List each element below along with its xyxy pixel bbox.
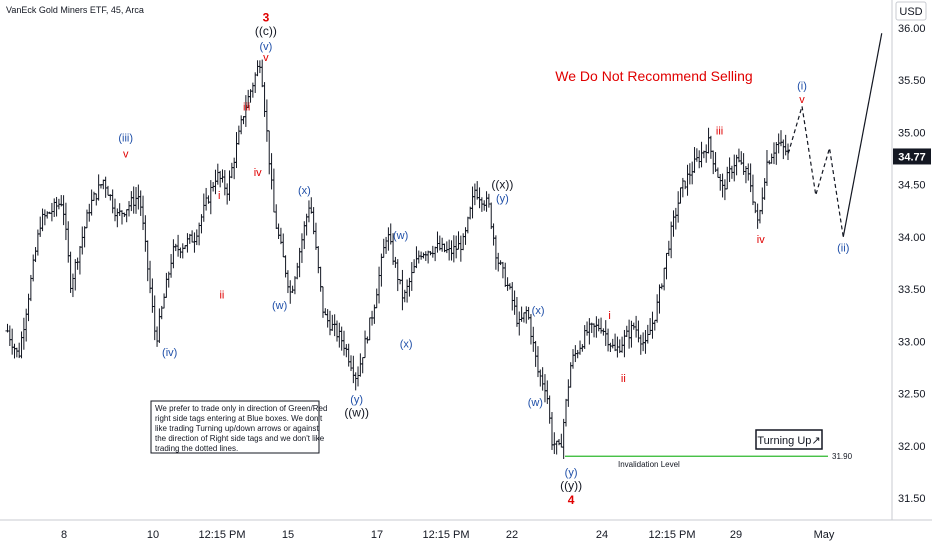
invalidation-level: Invalidation Level 31.90 xyxy=(565,452,853,469)
wave-label: (x) xyxy=(532,305,545,317)
wave-label: (y) xyxy=(565,467,578,479)
x-tick-label: 12:15 PM xyxy=(648,529,695,541)
x-tick-labels: 8 10 12:15 PM 15 17 12:15 PM 22 24 12:15 PM 29 May xyxy=(61,529,835,541)
wave-label: (x) xyxy=(400,338,413,350)
projection-solid-path xyxy=(842,33,883,238)
turning-up-frame xyxy=(755,429,823,450)
y-tick-label: 31.50 xyxy=(898,493,926,505)
note-line-2: right side tags entering at Blue boxes. … xyxy=(155,414,323,423)
wave-label: iv xyxy=(757,234,765,246)
wave-label: (w) xyxy=(393,230,408,242)
wave-label: (y) xyxy=(350,394,363,406)
wave-label: (i) xyxy=(797,80,807,92)
x-tick-label: 22 xyxy=(506,529,518,541)
x-tick-label: 12:15 PM xyxy=(198,529,245,541)
x-tick-label: 15 xyxy=(282,529,294,541)
wave-label: v xyxy=(263,52,269,64)
note-line-3: like trading Turning up/down arrows or a… xyxy=(155,424,319,433)
wave-label: 3 xyxy=(263,11,270,25)
price-bars xyxy=(5,59,791,459)
wave-label: iv xyxy=(254,167,262,179)
wave-label: (iv) xyxy=(162,347,177,359)
wave-label: i xyxy=(608,310,610,322)
y-tick-label: 33.00 xyxy=(898,336,926,348)
wave-label: i xyxy=(218,190,220,202)
currency-label: USD xyxy=(899,6,922,18)
wave-label: 4 xyxy=(568,493,575,507)
wave-label: ii xyxy=(621,373,626,385)
x-tick-label: 17 xyxy=(371,529,383,541)
wave-label: (v) xyxy=(260,41,273,53)
y-tick-label: 33.50 xyxy=(898,284,926,296)
y-tick-label: 35.00 xyxy=(898,127,926,139)
x-tick-label: 12:15 PM xyxy=(422,529,469,541)
x-tick-label: 10 xyxy=(147,529,159,541)
note-box: We prefer to trade only in direction of … xyxy=(150,400,327,454)
wave-labels: (iii)v(iv)iiiiiiiv3((c))(v)v(x)(w)(w)(x)… xyxy=(118,11,849,508)
wave-label: (w) xyxy=(272,300,287,312)
y-tick-labels: 36.00 35.50 35.00 34.50 34.00 33.50 33.00 32.50… xyxy=(898,23,926,505)
projection-dashed-path xyxy=(787,106,844,237)
y-tick-label: 34.50 xyxy=(898,180,926,192)
wave-label: v xyxy=(799,94,805,106)
note-line-4: the direction of Right side tags and we … xyxy=(155,434,325,443)
turning-up-box: Turning Up↗ xyxy=(755,429,823,450)
wave-label: ((c)) xyxy=(255,24,277,38)
ticker-title: VanEck Gold Miners ETF, 45, Arca xyxy=(6,5,144,15)
headline: We Do Not Recommend Selling xyxy=(555,68,752,84)
wave-label: (w) xyxy=(528,397,543,409)
invalidation-label: Invalidation Level xyxy=(618,460,680,469)
x-tick-label: 8 xyxy=(61,529,67,541)
wave-label: iii xyxy=(243,101,250,113)
y-tick-label: 34.00 xyxy=(898,232,926,244)
y-tick-label: 36.00 xyxy=(898,23,926,35)
last-price-box xyxy=(893,148,931,165)
x-tick-label: 24 xyxy=(596,529,608,541)
wave-label: iii xyxy=(716,125,723,137)
currency-badge[interactable] xyxy=(895,1,927,21)
note-line-1: We prefer to trade only in direction of … xyxy=(155,404,327,413)
wave-label: ((x)) xyxy=(491,178,513,192)
y-tick-label: 35.50 xyxy=(898,75,926,87)
wave-label: (y) xyxy=(496,193,509,205)
x-tick-label: 29 xyxy=(730,529,742,541)
last-price-value: 34.77 xyxy=(898,151,926,163)
note-box-frame xyxy=(150,400,320,454)
wave-label: v xyxy=(123,148,129,160)
wave-label: ((w)) xyxy=(344,405,369,419)
y-tick-label: 32.00 xyxy=(898,441,926,453)
wave-label: (iii) xyxy=(118,133,133,145)
invalidation-value: 31.90 xyxy=(832,452,853,461)
turning-up-label: Turning Up↗ xyxy=(757,435,820,447)
wave-label: ii xyxy=(219,289,224,301)
y-tick-label: 32.50 xyxy=(898,389,926,401)
note-line-5: trading the dotted lines. xyxy=(155,444,238,453)
wave-label: (ii) xyxy=(837,242,849,254)
wave-projection xyxy=(787,33,883,238)
last-price-badge: 34.77 xyxy=(893,148,931,165)
wave-label: (x) xyxy=(298,185,311,197)
x-tick-label: May xyxy=(814,529,835,541)
wave-label: ((y)) xyxy=(560,478,582,492)
